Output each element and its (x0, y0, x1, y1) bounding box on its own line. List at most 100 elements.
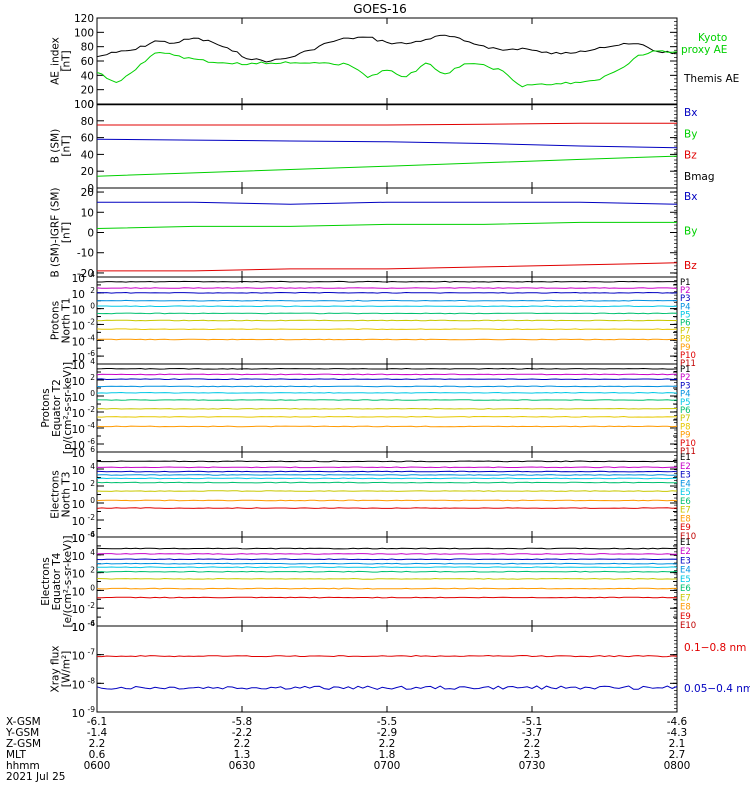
series-line-p7 (96, 407, 678, 410)
y-tick-exponent: -2 (88, 601, 96, 610)
legend-entry: P10 (680, 351, 696, 361)
y-tick-exponent: 6 (90, 445, 95, 454)
y-axis-label: [e/(cm²-s-sr-keV)] (62, 536, 74, 628)
y-tick-base: 10 (72, 392, 85, 404)
y-axis-label: North T1 (61, 298, 73, 344)
x-row-value: -2.2 (232, 727, 253, 739)
y-tick-base: 10 (72, 440, 85, 452)
y-tick-label: 10 -4 (72, 421, 96, 436)
series-line-p8 (96, 415, 678, 418)
series-line-p8 (96, 328, 678, 331)
legend-entry: P2 (680, 373, 691, 383)
legend-entry: P6 (680, 406, 691, 416)
y-tick-label: 10 -2 (72, 601, 96, 616)
y-tick-label: 0 (87, 228, 94, 240)
y-tick-base: 10 (72, 533, 85, 545)
legend-entry: P6 (680, 319, 691, 329)
series-line-by (96, 155, 678, 177)
date-label: 2021 Jul 25 (6, 771, 65, 783)
legend-entry: E3 (680, 471, 691, 481)
x-row-value: -2.9 (377, 727, 398, 739)
series-line-e8 (96, 499, 678, 502)
legend-entry: E4 (680, 566, 691, 576)
legend-entry: P3 (680, 294, 691, 304)
y-tick-label: 10 4 (72, 548, 96, 563)
series-line-e9 (97, 596, 678, 599)
x-row-value: 2.3 (524, 749, 541, 761)
legend-entry: P11 (680, 447, 696, 457)
y-tick-label: 80 (81, 42, 94, 54)
series-line-p6 (96, 312, 678, 315)
y-tick-base: 10 (72, 569, 85, 581)
y-tick-exponent: 4 (90, 357, 95, 366)
y-tick-base: 10 (72, 408, 85, 420)
legend-entry: By (684, 226, 697, 238)
legend-entry: E10 (680, 621, 696, 631)
legend-entry: E8 (680, 514, 691, 524)
y-tick-exponent: 2 (90, 286, 95, 295)
y-axis-label: AE_index (50, 37, 62, 85)
x-row-label: X-GSM (6, 716, 41, 728)
series-line-p2 (96, 287, 678, 289)
y-tick-exponent: -4 (88, 333, 96, 342)
x-row-value: 0600 (84, 760, 111, 772)
x-row-value: 2.2 (379, 738, 396, 750)
y-axis-label: [W/m²] (61, 651, 73, 688)
y-tick-exponent: 0 (90, 583, 95, 592)
x-row-value: -5.1 (522, 716, 543, 728)
legend-entry: 0.05−0.4 nm (684, 683, 750, 695)
legend-entry: Bx (684, 107, 697, 119)
legend-entry: E8 (680, 603, 691, 613)
y-tick-exponent: -2 (88, 317, 96, 326)
legend-entry: P1 (680, 278, 691, 288)
y-tick-label: 10 6 (72, 445, 96, 460)
legend-entry: E4 (680, 479, 691, 489)
series-line-p5 (96, 391, 678, 394)
series-line-e3 (96, 558, 678, 561)
y-tick-exponent: 2 (90, 566, 95, 575)
y-tick-label: 10 -6 (72, 437, 96, 452)
y-axis-label: Electrons (40, 557, 52, 606)
y-tick-base: 10 (72, 305, 85, 317)
panel-frame (96, 451, 678, 538)
x-row-value: 0630 (229, 760, 256, 772)
legend-entry: E5 (680, 575, 691, 585)
y-tick-label: 120 (74, 13, 94, 25)
x-row-value: -4.6 (667, 716, 688, 728)
series-line-p4 (96, 385, 678, 388)
series-line-bx (96, 138, 678, 149)
panel-frame (96, 363, 678, 453)
series-line-p6 (96, 399, 678, 401)
legend-entry: E1 (680, 453, 691, 463)
x-row-value: 0730 (519, 760, 546, 772)
legend-entry: P4 (680, 302, 691, 312)
panel-frame (96, 625, 678, 713)
y-tick-exponent: -6 (88, 349, 96, 358)
y-tick-base: 10 (72, 448, 85, 460)
legend-entry: E1 (680, 538, 691, 548)
y-tick-base: 10 (72, 651, 85, 663)
y-tick-exponent: -6 (88, 619, 96, 628)
y-axis-label: Electrons (50, 470, 62, 519)
x-row-value: -6.1 (87, 716, 108, 728)
y-tick-label: 80 (81, 116, 94, 128)
legend-entry: P2 (680, 286, 691, 296)
y-axis-label: Equator T4 (51, 552, 63, 610)
y-tick-label: 20 (81, 187, 94, 199)
x-axis-labels: X-GSM -6.1 -5.8 -5.5 -5.1 -4.6 Y-GSM -1.4 -2.2 -2… (5, 716, 690, 783)
legend-entry: P5 (680, 310, 691, 320)
y-tick-base: 10 (72, 604, 85, 616)
y-tick-label: 0 (87, 99, 94, 111)
y-tick-label: 10 6 (72, 530, 96, 545)
y-tick-base: 10 (72, 273, 85, 285)
series-line-p9 (96, 425, 678, 428)
y-axis-label: [p/(cm²-s-sr-keV)] (62, 362, 74, 454)
y-tick-base: 10 (72, 360, 85, 372)
y-tick-exponent: 0 (90, 496, 95, 505)
legend-entry: Bx (684, 191, 697, 203)
panel-2: 0 20 40 60 80 100 B (SM) [nT] Bx By Bz Bmag (50, 99, 715, 195)
series-line-e3 (96, 470, 678, 473)
legend-entry: P7 (680, 327, 691, 337)
